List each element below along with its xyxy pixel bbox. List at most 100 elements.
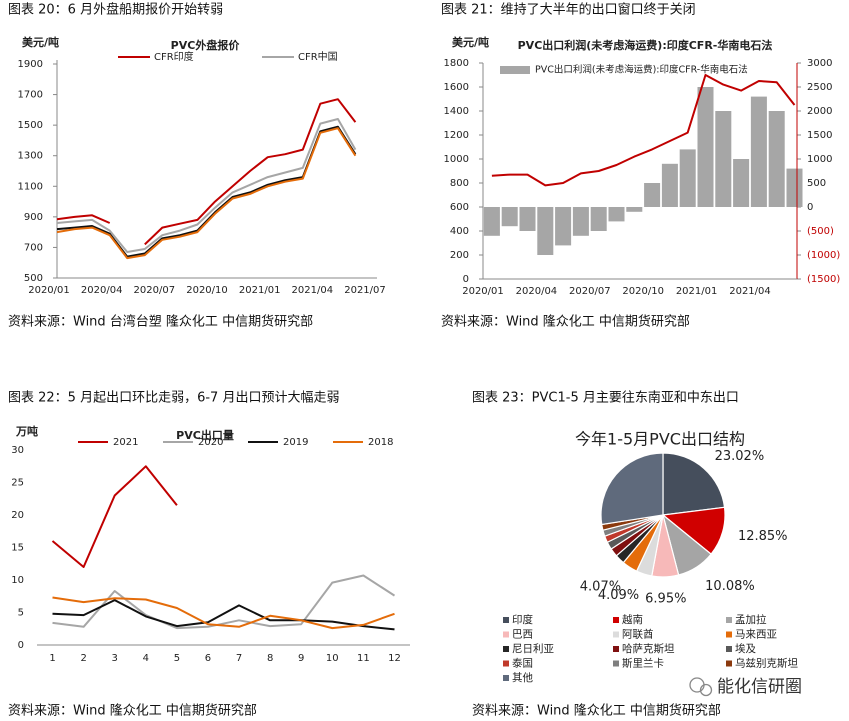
y-tick-label: 25	[11, 478, 24, 489]
caption: 图表 23：PVC1-5 月主要往东南亚和中东出口	[472, 390, 739, 406]
line-series	[51, 465, 178, 568]
chart-title: PVC出口量	[176, 428, 234, 442]
line-series	[52, 599, 395, 631]
line-series	[52, 574, 396, 630]
legend-label: 斯里兰卡	[622, 657, 664, 670]
x-tick-label: 3	[112, 653, 118, 664]
source: 资料来源：Wind 隆众化工 中信期货研究部	[441, 314, 690, 330]
y-tick-label: 1600	[444, 82, 469, 93]
legend-swatch	[500, 66, 530, 74]
caption: 图表 21：维持了大半年的出口窗口终于关闭	[441, 2, 696, 18]
x-tick-label: 10	[326, 653, 339, 664]
bar	[537, 207, 554, 255]
caption: 图表 22：5 月起出口环比走弱，6-7 月出口预计大幅走弱	[8, 391, 339, 406]
x-tick-label: 6	[205, 653, 211, 664]
legend-swatch	[503, 675, 509, 681]
bar	[519, 207, 536, 231]
legend-swatch	[613, 617, 619, 623]
x-tick-label: 4	[143, 653, 149, 664]
x-tick-label: 2020/01	[28, 285, 70, 296]
data-label: 23.02%	[715, 449, 765, 464]
legend-swatch	[726, 646, 732, 652]
chart-title: PVC外盘报价	[171, 38, 241, 52]
x-tick-label: 2020/01	[462, 286, 504, 297]
legend-label: 马来西亚	[735, 629, 777, 641]
bar	[555, 207, 572, 246]
x-tick-label: 2	[80, 653, 86, 664]
data-label: 10.08%	[705, 579, 755, 594]
y-tick-label: 2500	[807, 82, 832, 93]
x-tick-label: 2021/01	[676, 286, 718, 297]
legend-swatch	[503, 646, 509, 652]
y-tick-label: 200	[450, 250, 469, 261]
legend-label: 哈萨克斯坦	[622, 642, 675, 655]
x-tick-label: 2020/04	[81, 285, 123, 296]
legend-label: 孟加拉	[735, 613, 767, 626]
y-tick-label: 2000	[807, 106, 832, 117]
line-series	[491, 74, 796, 187]
legend-label: 2020	[198, 437, 223, 448]
legend-label: CFR印度	[154, 50, 194, 63]
x-tick-label: 2021/01	[239, 285, 281, 296]
data-label: 6.95%	[645, 591, 686, 606]
y-axis-label: 万吨	[15, 424, 38, 438]
x-tick-label: 1	[49, 653, 55, 664]
bar	[697, 87, 714, 207]
line-series	[144, 98, 357, 246]
line-series	[52, 596, 395, 630]
x-tick-label: 7	[236, 653, 242, 664]
legend-label: 阿联酋	[622, 628, 654, 641]
x-tick-label: 2020/07	[569, 286, 611, 297]
legend-swatch	[613, 660, 619, 667]
bar	[501, 207, 518, 227]
bar	[679, 149, 696, 207]
bar	[786, 168, 803, 207]
x-tick-label: 11	[357, 653, 370, 664]
y-tick-label: 500	[24, 273, 43, 284]
y-tick-label: 1900	[18, 59, 43, 70]
bar	[750, 96, 767, 207]
chart-title: 今年1-5月PVC出口结构	[575, 430, 745, 449]
y-tick-label: 5	[18, 608, 24, 619]
y-tick-label: (1500)	[807, 274, 840, 285]
legend-label: 尼日利亚	[512, 643, 554, 655]
x-tick-label: 2020/10	[622, 286, 664, 297]
x-tick-label: 2021/07	[344, 285, 386, 296]
legend-label: PVC出口利润(未考虑海运费):印度CFR-华南电石法	[535, 64, 748, 76]
legend-label: 2021	[113, 437, 138, 448]
y-tick-label: 1800	[444, 58, 469, 69]
legend-swatch	[726, 631, 732, 638]
y-tick-label: 0	[463, 274, 469, 285]
caption: 图表 20：6 月外盘船期报价开始转弱	[8, 2, 223, 18]
y-tick-label: 20	[11, 510, 24, 521]
y-tick-label: 1300	[18, 151, 43, 162]
chart-title: PVC出口利润(未考虑海运费):印度CFR-华南电石法	[518, 38, 773, 52]
y-axis-label: 美元/吨	[22, 35, 59, 49]
x-tick-label: 2020/07	[134, 285, 176, 296]
x-tick-label: 8	[267, 653, 273, 664]
watermark-icon	[689, 677, 713, 697]
legend-label: 越南	[622, 613, 643, 626]
y-tick-label: 1000	[807, 154, 832, 165]
y-tick-label: (1000)	[807, 250, 840, 261]
legend-label: 2018	[368, 437, 393, 448]
bar	[590, 207, 607, 231]
bar	[733, 159, 750, 207]
y-tick-label: 600	[450, 202, 469, 213]
legend-swatch	[613, 646, 619, 652]
legend-swatch	[503, 660, 509, 667]
line-series	[56, 214, 111, 224]
line-series	[56, 118, 357, 253]
x-tick-label: 9	[298, 653, 304, 664]
data-label: 12.85%	[738, 529, 788, 544]
bar	[715, 111, 732, 207]
legend-label: 其他	[512, 671, 533, 684]
y-tick-label: 1500	[18, 120, 43, 131]
legend-label: CFR中国	[298, 50, 338, 63]
y-tick-label: 500	[807, 178, 826, 189]
source: 资料来源：Wind 隆众化工 中信期货研究部	[8, 703, 257, 719]
x-tick-label: 5	[174, 653, 180, 664]
bar	[483, 207, 500, 236]
source: 资料来源：Wind 隆众化工 中信期货研究部	[472, 703, 721, 719]
